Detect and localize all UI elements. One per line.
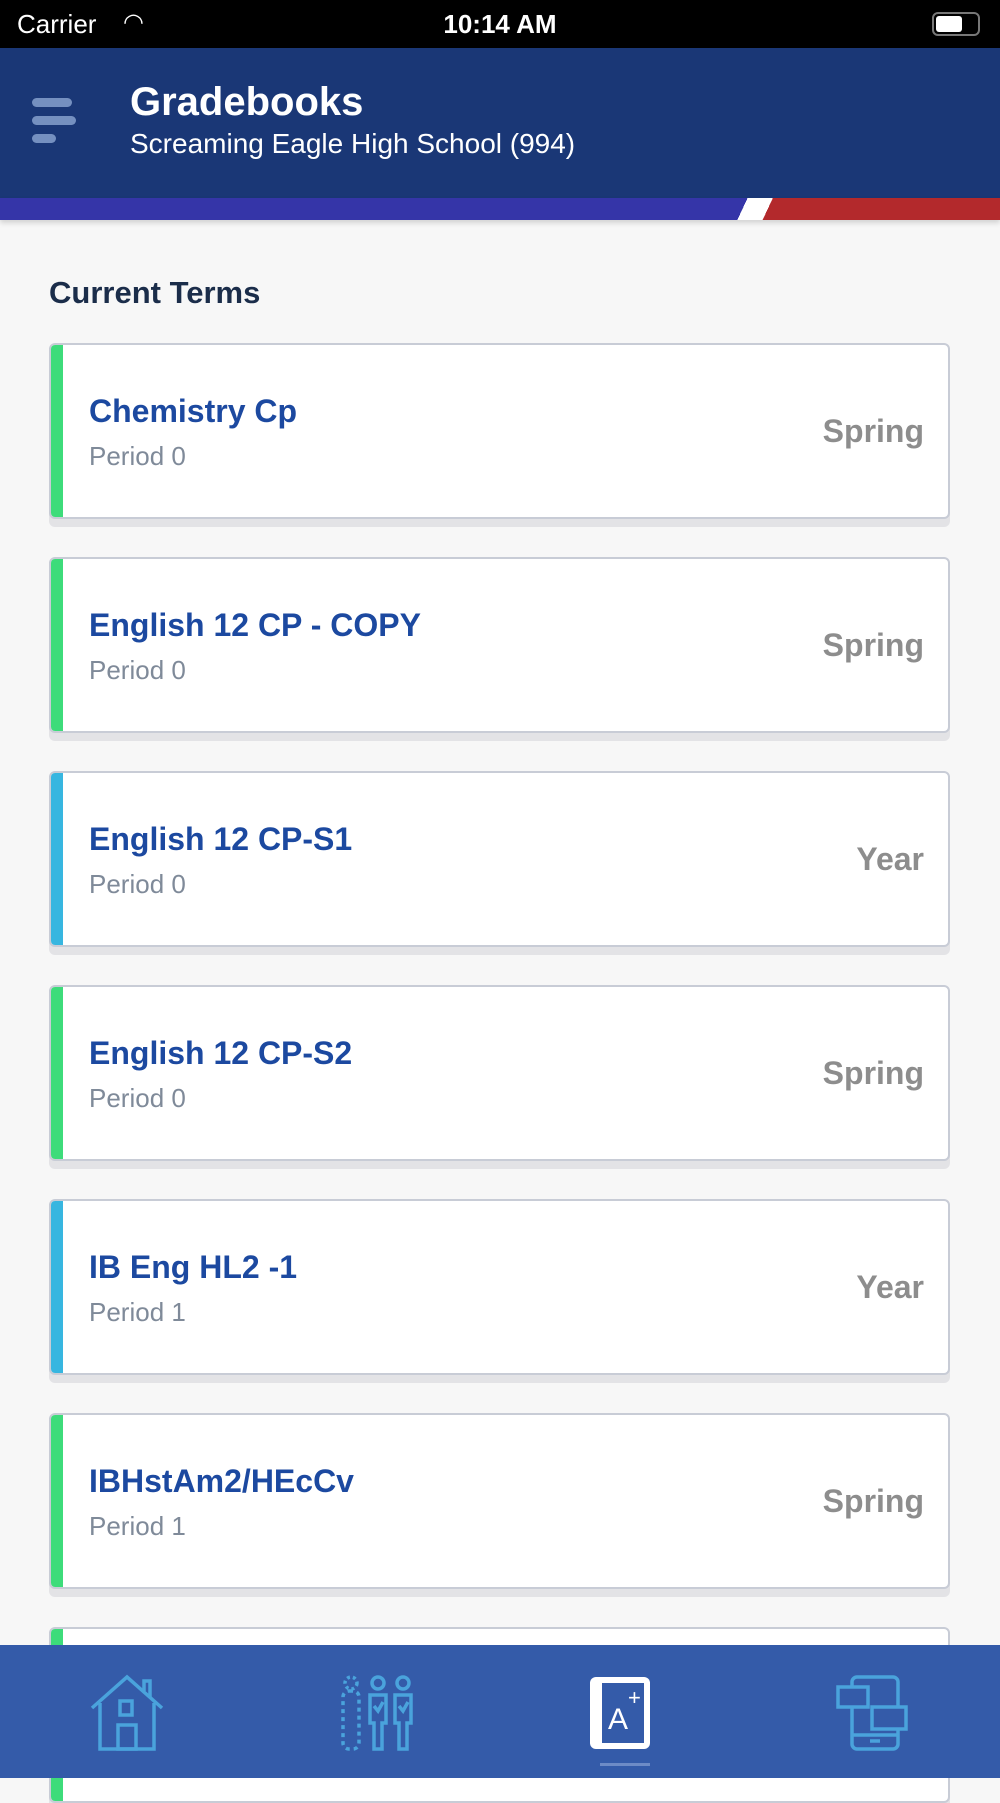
bottom-nav: A + xyxy=(0,1645,1000,1778)
course-name: Chemistry Cp xyxy=(89,393,298,429)
course-name: IB Eng HL2 -1 xyxy=(89,1249,298,1285)
term-color-bar xyxy=(51,559,63,731)
active-tab-indicator xyxy=(600,1763,650,1766)
course-card[interactable]: IB Eng HL2 -1 Period 1 Year xyxy=(49,1199,950,1375)
section-title: Current Terms xyxy=(49,275,261,310)
svg-text:+: + xyxy=(628,1685,641,1710)
carrier: Carrier xyxy=(17,9,97,39)
attendance-icon[interactable] xyxy=(333,1673,423,1753)
gradebook-icon[interactable]: A + xyxy=(580,1673,670,1753)
course-term: Spring xyxy=(822,413,924,449)
course-period: Period 0 xyxy=(89,869,186,899)
course-card[interactable]: Chemistry Cp Period 0 Spring xyxy=(49,343,950,519)
header-stripe xyxy=(0,198,1000,220)
course-name: IBHstAm2/HEcCv xyxy=(89,1463,354,1499)
course-period: Period 1 xyxy=(89,1297,186,1327)
course-card[interactable]: English 12 CP-S2 Period 0 Spring xyxy=(49,985,950,1161)
course-period: Period 1 xyxy=(89,1511,186,1541)
term-color-bar xyxy=(51,987,63,1159)
messages-icon[interactable] xyxy=(830,1673,920,1753)
svg-text:A: A xyxy=(608,1703,628,1736)
course-term: Year xyxy=(856,841,924,877)
course-period: Period 0 xyxy=(89,655,186,685)
status-bar: Carrier ◠ 10:14 AM xyxy=(0,0,1000,48)
term-color-bar xyxy=(51,1201,63,1373)
course-period: Period 0 xyxy=(89,1083,186,1113)
course-term: Spring xyxy=(822,627,924,663)
course-term: Spring xyxy=(822,1055,924,1091)
term-color-bar xyxy=(51,1415,63,1587)
page-title: Gradebooks xyxy=(130,80,364,124)
term-color-bar xyxy=(51,773,63,945)
menu-icon[interactable] xyxy=(32,98,76,152)
course-term: Spring xyxy=(822,1483,924,1519)
term-color-bar xyxy=(51,345,63,517)
course-card[interactable]: English 12 CP - COPY Period 0 Spring xyxy=(49,557,950,733)
course-name: English 12 CP-S2 xyxy=(89,1035,353,1071)
course-period: Period 0 xyxy=(89,441,186,471)
course-term: Year xyxy=(856,1269,924,1305)
school-name: Screaming Eagle High School (994) xyxy=(130,128,576,159)
course-card[interactable]: IBHstAm2/HEcCv Period 1 Spring xyxy=(49,1413,950,1589)
wifi-icon: ◠ xyxy=(123,9,144,36)
course-name: English 12 CP - COPY xyxy=(89,607,421,643)
home-icon[interactable] xyxy=(82,1673,172,1753)
clock: 10:14 AM xyxy=(443,9,557,39)
course-name: English 12 CP-S1 xyxy=(89,821,353,857)
course-card[interactable]: English 12 CP-S1 Period 0 Year xyxy=(49,771,950,947)
battery-icon xyxy=(932,12,980,36)
app-header: Gradebooks Screaming Eagle High School (… xyxy=(0,48,1000,198)
